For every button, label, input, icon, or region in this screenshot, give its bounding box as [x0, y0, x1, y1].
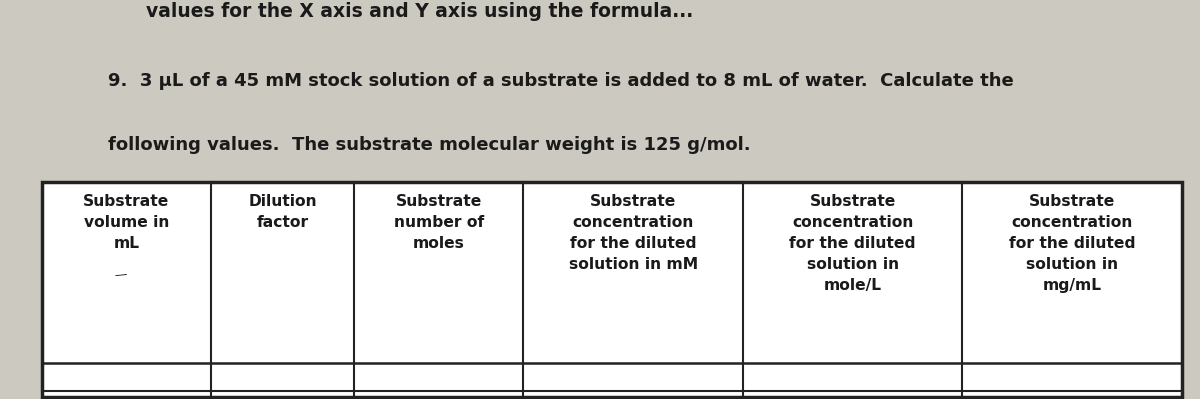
Bar	[42, 363, 1182, 397]
Text: Substrate
concentration
for the diluted
solution in
mg/mL: Substrate concentration for the diluted …	[1009, 194, 1135, 292]
Text: 9.  3 μL of a 45 mM stock solution of a substrate is added to 8 mL of water.  Ca: 9. 3 μL of a 45 mM stock solution of a s…	[108, 72, 1014, 90]
Bar	[42, 182, 1182, 397]
Text: Substrate
volume in
mL: Substrate volume in mL	[83, 194, 169, 251]
Text: Substrate
number of
moles: Substrate number of moles	[394, 194, 484, 251]
Bar	[42, 182, 1182, 363]
Text: following values.  The substrate molecular weight is 125 g/mol.: following values. The substrate molecula…	[108, 136, 751, 154]
Text: Substrate
concentration
for the diluted
solution in
mole/L: Substrate concentration for the diluted …	[790, 194, 916, 292]
Text: Dilution
factor: Dilution factor	[248, 194, 317, 229]
Text: values for the X axis and Y axis using the formula...: values for the X axis and Y axis using t…	[146, 2, 694, 21]
Text: Substrate
concentration
for the diluted
solution in mM: Substrate concentration for the diluted …	[569, 194, 697, 271]
Text: —: —	[114, 268, 127, 282]
